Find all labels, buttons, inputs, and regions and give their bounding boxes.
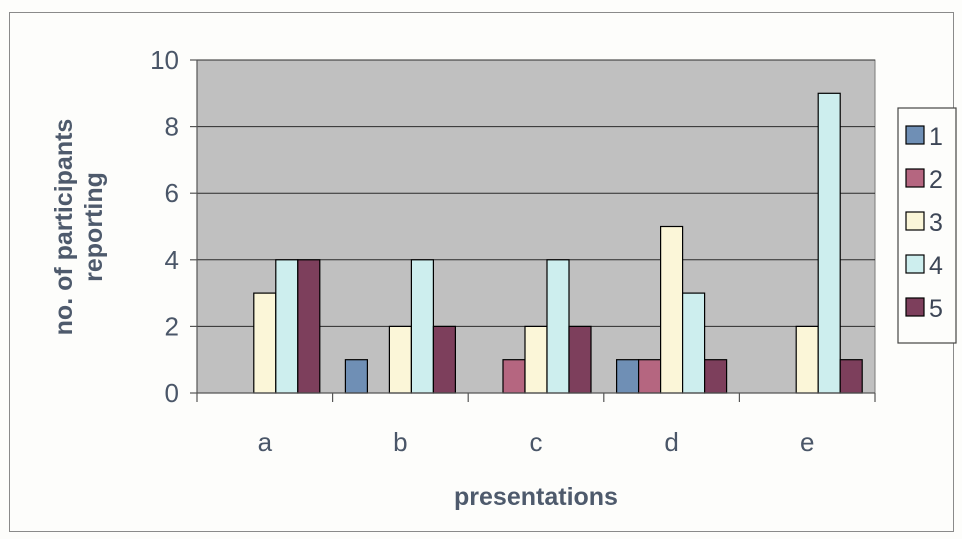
- bar-a-series-5: [297, 259, 321, 394]
- y-tick-label: 8: [165, 112, 179, 142]
- y-tick-label: 2: [165, 311, 179, 341]
- y-axis-tick-labels: 0 2 4 6 8 10: [150, 45, 179, 408]
- legend-swatch-5: [905, 297, 925, 317]
- x-tick-label-e: e: [800, 427, 814, 457]
- x-tick-label-d: d: [664, 427, 678, 457]
- bar-d-series-4: [681, 292, 706, 394]
- bar-d-series-1: [615, 359, 640, 394]
- bar-c-series-5: [568, 325, 592, 394]
- y-tick-label: 10: [150, 45, 179, 75]
- bar-b-series-4: [410, 259, 434, 394]
- plot-area: [190, 59, 876, 402]
- x-tick-label-c: c: [530, 427, 543, 457]
- x-tick-label-a: a: [258, 427, 273, 457]
- bar-d-series-5: [703, 359, 728, 394]
- legend-swatch-1: [905, 125, 925, 145]
- legend-swatch-2: [905, 168, 925, 188]
- y-axis-title-line-2: reporting: [80, 172, 108, 282]
- legend-label-1: 1: [929, 123, 943, 151]
- bar-b-series-3: [388, 325, 412, 394]
- legend-label-4: 4: [929, 252, 943, 280]
- y-axis-title-line-1: no. of participants: [50, 119, 78, 336]
- bar-b-series-5: [432, 325, 456, 394]
- legend: 1 2 3 4 5: [897, 107, 957, 344]
- x-axis-tick-labels: a b c d e: [258, 427, 815, 457]
- legend-label-5: 5: [929, 295, 943, 323]
- legend-swatch-4: [905, 254, 925, 274]
- bar-e-series-4: [817, 92, 841, 394]
- bar-c-series-2: [502, 359, 526, 394]
- legend-swatch-3: [905, 211, 925, 231]
- y-tick-label: 6: [165, 178, 179, 208]
- bar-d-series-2: [637, 359, 662, 394]
- legend-label-3: 3: [929, 209, 943, 237]
- bar-d-series-3: [659, 225, 684, 394]
- legend-label-2: 2: [929, 166, 943, 194]
- bar-e-series-5: [839, 359, 863, 394]
- y-tick-label: 4: [165, 245, 179, 275]
- bar-a-series-3: [253, 292, 277, 394]
- bar-e-series-3: [795, 325, 819, 394]
- x-tick-label-b: b: [393, 427, 407, 457]
- bar-c-series-4: [546, 259, 570, 394]
- bar-b-series-1: [344, 359, 368, 394]
- x-axis-title: presentations: [454, 483, 618, 511]
- bar-c-series-3: [524, 325, 548, 394]
- bar-a-series-4: [275, 259, 299, 394]
- y-tick-label: 0: [165, 378, 179, 408]
